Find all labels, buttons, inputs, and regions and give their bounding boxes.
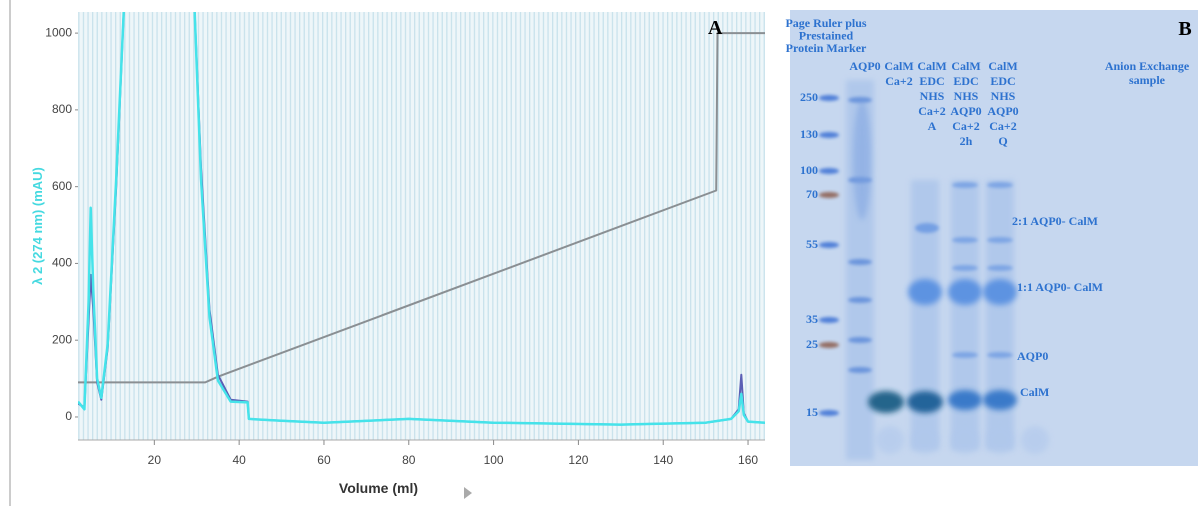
gel-band — [952, 182, 978, 188]
lane-label: NHS — [920, 89, 945, 103]
y-tick-label: 600 — [52, 179, 72, 193]
marker-size: 100 — [800, 163, 818, 177]
gel-band — [819, 242, 839, 248]
gel-band — [983, 279, 1017, 305]
lane-label: CalM — [951, 59, 980, 73]
gel-band — [948, 390, 982, 410]
lane-label: CalM — [988, 59, 1017, 73]
sample-label: Anion Exchange — [1105, 59, 1190, 73]
gel-band — [952, 352, 978, 358]
x-tick-label: 160 — [738, 453, 758, 467]
lane-label: 2h — [960, 134, 973, 148]
x-tick-label: 140 — [653, 453, 673, 467]
marker-size: 35 — [806, 312, 818, 326]
gel-band — [1021, 426, 1049, 454]
plot-background — [78, 12, 765, 440]
x-axis-label: Volume (ml) — [339, 480, 418, 496]
lane-label: CalM — [884, 59, 913, 73]
lane-label: EDC — [990, 74, 1015, 88]
gel-band — [908, 279, 942, 305]
gel-band — [983, 390, 1017, 410]
gel-band — [819, 317, 839, 323]
sample-label: sample — [1129, 73, 1166, 87]
gel-band — [911, 426, 939, 454]
gel-band — [868, 391, 904, 413]
axis-arrow — [464, 487, 472, 499]
figure: A Volume (ml) λ 2 (274 nm) (mAU) B 0 200 4… — [0, 0, 1198, 506]
gel-band — [951, 426, 979, 454]
gel-band — [819, 192, 839, 198]
gel-band — [952, 237, 978, 243]
page: A Volume (ml) λ 2 (274 nm) (mAU) B 0 200 4… — [0, 0, 1198, 506]
gel-band — [987, 265, 1013, 271]
gel-band — [987, 182, 1013, 188]
panel-label: A — [708, 17, 723, 39]
lane-label: NHS — [954, 89, 979, 103]
marker-title: Protein Marker — [786, 41, 867, 55]
marker-size: 25 — [806, 337, 818, 351]
lane-label: Ca+2 — [989, 119, 1017, 133]
gel-band — [915, 223, 939, 233]
lane-label: AQP0 — [950, 104, 981, 118]
y-tick-label: 0 — [65, 409, 72, 423]
band-label: 2:1 AQP0- CalM — [1012, 214, 1098, 228]
y-axis-label: λ 2 (274 nm) (mAU) — [30, 167, 45, 285]
lane-label: Q — [998, 134, 1007, 148]
marker-size: 15 — [806, 405, 818, 419]
band-label: 1:1 AQP0- CalM — [1017, 280, 1103, 294]
marker-size: 55 — [806, 237, 818, 251]
x-tick-label: 60 — [317, 453, 331, 467]
x-tick-label: 80 — [402, 453, 416, 467]
gel-band — [987, 237, 1013, 243]
gel-band — [948, 279, 982, 305]
lane-label: AQP0 — [849, 59, 880, 73]
y-tick-label: 800 — [52, 102, 72, 116]
gel-band — [853, 100, 871, 220]
panel-label: B — [1178, 18, 1191, 40]
lane-label: EDC — [919, 74, 944, 88]
x-tick-label: 20 — [148, 453, 162, 467]
lane-label: A — [928, 119, 937, 133]
marker-size: 130 — [800, 127, 818, 141]
gel-band — [986, 426, 1014, 454]
gel-band — [848, 337, 872, 343]
lane-label: Ca+2 — [885, 74, 913, 88]
gel-band — [819, 95, 839, 101]
lane-label: Ca+2 — [952, 119, 980, 133]
band-label: AQP0 — [1017, 349, 1048, 363]
lane-label: EDC — [953, 74, 978, 88]
gel-band — [907, 391, 943, 413]
gel-band — [848, 259, 872, 265]
gel-band — [848, 367, 872, 373]
lane-label: AQP0 — [987, 104, 1018, 118]
marker-size: 70 — [806, 187, 818, 201]
gel-band — [819, 342, 839, 348]
y-tick-label: 1000 — [45, 25, 72, 39]
lane-label: CalM — [917, 59, 946, 73]
x-tick-label: 100 — [484, 453, 504, 467]
lane-label: NHS — [991, 89, 1016, 103]
band-label: CalM — [1020, 385, 1049, 399]
x-tick-label: 40 — [232, 453, 246, 467]
gel-band — [876, 426, 904, 454]
lane-label: Ca+2 — [918, 104, 946, 118]
x-tick-label: 120 — [568, 453, 588, 467]
gel-band — [819, 168, 839, 174]
gel-band — [819, 132, 839, 138]
marker-size: 250 — [800, 90, 818, 104]
y-tick-label: 200 — [52, 332, 72, 346]
gel-band — [987, 352, 1013, 358]
gel-band — [952, 265, 978, 271]
y-tick-label: 400 — [52, 256, 72, 270]
gel-band — [819, 410, 839, 416]
gel-band — [848, 297, 872, 303]
